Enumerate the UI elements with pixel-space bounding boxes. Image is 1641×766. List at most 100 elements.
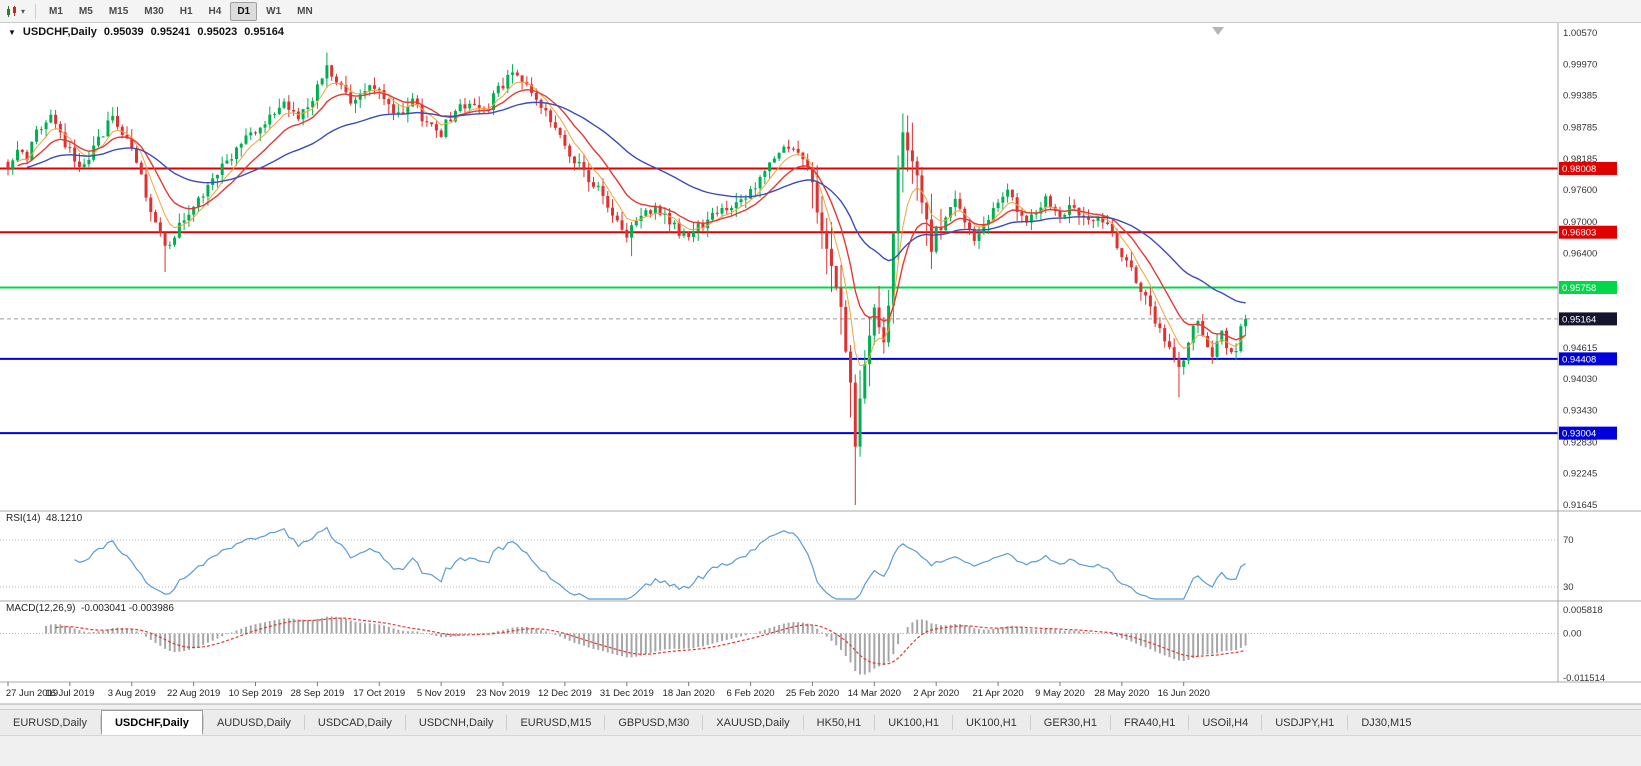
ohlc-low-value: 0.95023: [197, 26, 238, 38]
tab-separator: [1261, 715, 1263, 730]
ma-mid-line: [17, 88, 1246, 341]
macd-axis-label: -0.011514: [1563, 673, 1605, 684]
ohlc-close-value: 0.95164: [244, 26, 284, 38]
svg-text:0.95164: 0.95164: [1562, 314, 1596, 325]
candle-body: [120, 126, 124, 135]
candle-body: [987, 220, 991, 225]
candle-body: [1191, 325, 1195, 343]
candle-body: [572, 156, 576, 164]
candle-body: [58, 123, 62, 133]
candle-body: [268, 114, 272, 125]
candle-body: [368, 85, 372, 92]
chart-tab-AUDUSD-Daily[interactable]: AUDUSD,Daily: [216, 716, 291, 729]
candle-body: [758, 176, 762, 189]
candle-body: [101, 136, 105, 138]
candle-body: [277, 107, 281, 115]
chart-tab-EURUSD-M15[interactable]: EURUSD,M15: [520, 716, 592, 729]
candle-body: [782, 146, 786, 153]
candle-body: [810, 167, 814, 183]
timeframe-button-h4[interactable]: H4: [208, 5, 222, 17]
chart-tab-UK100-H1[interactable]: UK100,H1: [888, 716, 940, 729]
price-axis-label: 0.93430: [1563, 406, 1597, 417]
timeframe-button-mn[interactable]: MN: [297, 5, 313, 17]
timeframe-button-h1[interactable]: H1: [179, 5, 193, 17]
chart-tab-GBPUSD-M30[interactable]: GBPUSD,M30: [618, 716, 690, 729]
candle-body: [849, 351, 853, 383]
chart-tab-GER30-H1[interactable]: GER30,H1: [1043, 716, 1097, 729]
candle-body: [449, 119, 453, 122]
price-axis-label: 0.99385: [1563, 91, 1597, 102]
candle-body: [1196, 321, 1200, 326]
rsi-line: [74, 526, 1246, 600]
candle-body: [1115, 231, 1119, 249]
macd-axis-label: 0.00: [1563, 628, 1582, 639]
candle-body: [887, 305, 891, 343]
candle-body: [492, 93, 496, 110]
candle-body: [653, 205, 657, 214]
timeframe-button-m30[interactable]: M30: [144, 5, 164, 17]
candle-body: [739, 199, 743, 203]
candle-body: [263, 124, 267, 128]
candle-body: [563, 134, 567, 146]
candle-body: [506, 74, 510, 89]
timeframe-button-m15[interactable]: M15: [108, 5, 129, 17]
chart-type-button[interactable]: ▾: [0, 1, 30, 21]
chart-tab-EURUSD-Daily[interactable]: EURUSD,Daily: [13, 716, 87, 729]
candle-body: [730, 208, 734, 211]
chart-shift-marker[interactable]: [1212, 27, 1224, 35]
timeframe-button-m1[interactable]: M1: [49, 5, 63, 17]
chart-tab-USDJPY-H1[interactable]: USDJPY,H1: [1275, 716, 1335, 729]
candle-body: [953, 198, 957, 208]
candle-body: [677, 222, 681, 236]
candle-body: [54, 114, 58, 124]
candle-body: [591, 182, 595, 187]
candle-body: [292, 109, 296, 112]
candle-body: [858, 398, 862, 447]
candle-body: [353, 99, 357, 104]
candle-body: [1044, 196, 1048, 208]
candle-body: [815, 182, 819, 213]
candle-body: [553, 122, 557, 128]
candle-body: [1163, 328, 1167, 342]
chart-tab-USDCHF-Daily[interactable]: USDCHF,Daily: [100, 710, 203, 735]
candle-body: [1101, 216, 1105, 223]
candle-body: [1229, 348, 1233, 353]
candle-body: [1158, 323, 1162, 329]
candle-body: [872, 307, 876, 336]
chart-tab-USDCAD-Daily[interactable]: USDCAD,Daily: [317, 716, 392, 729]
chart-tab-FRA40-H1[interactable]: FRA40,H1: [1124, 716, 1176, 729]
candle-body: [311, 101, 315, 108]
candle-body: [325, 65, 329, 79]
candle-body: [406, 106, 410, 114]
chart-tab-USOil-H4[interactable]: USOil,H4: [1202, 716, 1249, 729]
candle-body: [111, 115, 115, 121]
candle-body: [6, 161, 10, 170]
tab-separator: [604, 715, 606, 730]
candle-body: [620, 220, 624, 230]
chart-tab-HK50-H1[interactable]: HK50,H1: [816, 716, 862, 729]
timeframe-button-m5[interactable]: M5: [78, 5, 93, 17]
timeframe-button-w1[interactable]: W1: [266, 5, 282, 17]
timeframe-button-d1[interactable]: D1: [230, 1, 258, 21]
tab-separator: [202, 715, 204, 730]
chart-tab-DJ30-M15[interactable]: DJ30,M15: [1361, 716, 1412, 729]
chart-collapse-icon[interactable]: ▼: [8, 27, 16, 37]
candle-body: [615, 215, 619, 221]
chart-tab-bar: EURUSD,Daily USDCHF,Daily AUDUSD,Daily USDC…: [0, 709, 1641, 736]
chart-tab-UK100-H1[interactable]: UK100,H1: [966, 716, 1017, 729]
candle-body: [834, 265, 838, 288]
candle-body: [430, 122, 434, 125]
candle-body: [468, 103, 472, 109]
candle-body: [44, 122, 48, 130]
candle-body: [306, 107, 310, 110]
candle-body: [1106, 222, 1110, 224]
candle-body: [796, 148, 800, 153]
candle-body: [439, 130, 443, 137]
candle-body: [682, 232, 686, 236]
chart-tab-XAUUSD-Daily[interactable]: XAUUSD,Daily: [716, 716, 790, 729]
candle-body: [1025, 215, 1029, 223]
candle-body: [991, 207, 995, 221]
candle-body: [401, 112, 405, 114]
chart-tab-USDCNH-Daily[interactable]: USDCNH,Daily: [418, 716, 494, 729]
